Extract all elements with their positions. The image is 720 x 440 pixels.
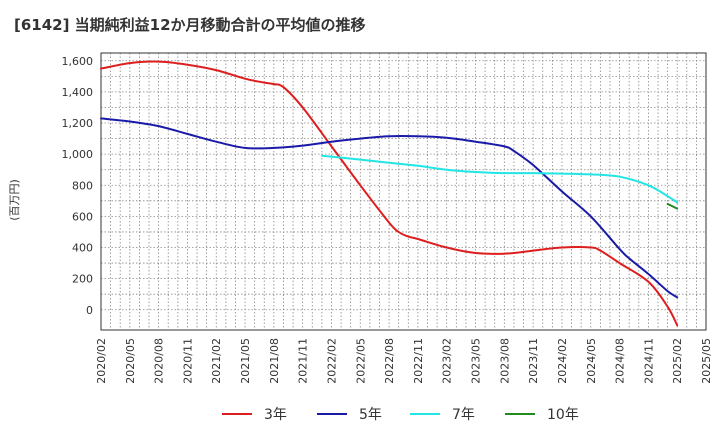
plot-area [101,53,706,330]
x-tick-label: 2021/11 [297,338,310,384]
x-tick-label: 2020/11 [181,338,194,384]
x-tick-label: 2023/05 [470,338,483,384]
y-tick-label: 1,200 [62,117,94,130]
y-tick-label: 200 [72,273,93,286]
x-tick-label: 2024/02 [556,338,569,384]
x-tick-label: 2024/11 [642,338,655,384]
y-axis-label: (百万円) [8,179,21,221]
series-line-1 [100,60,679,327]
x-tick-label: 2025/02 [671,338,684,384]
x-tick-label: 2021/02 [210,338,223,384]
y-tick-label: 0 [86,304,93,317]
y-tick-label: 600 [72,210,93,223]
y-tick-label: 800 [72,179,93,192]
x-tick-label: 2021/05 [239,338,252,384]
series-line-3 [320,154,679,204]
x-tick-label: 2022/08 [383,338,396,384]
x-tick-label: 2023/11 [527,338,540,384]
chart-title: [6142] 当期純利益12か月移動合計の平均値の推移 [14,16,366,34]
plot-frame [100,52,707,331]
y-tick-label: 400 [72,242,93,255]
y-tick-label: 1,400 [62,86,94,99]
legend-label-3: 7年 [452,407,475,423]
x-tick-label: 2022/05 [354,338,367,384]
x-tick-label: 2023/02 [441,338,454,384]
y-tick-label: 1,600 [62,55,94,68]
x-tick-label: 2020/05 [124,338,137,384]
x-tick-label: 2025/05 [700,338,713,384]
series-line-2 [100,117,679,299]
legend-label-1: 3年 [264,407,287,423]
y-tick-label: 1,000 [62,148,94,161]
x-tick-label: 2022/02 [325,338,338,384]
legend-label-2: 5年 [359,407,382,423]
x-tick-label: 2024/08 [614,338,627,384]
legend-label-4: 10年 [547,407,579,423]
x-tick-label: 2022/11 [412,338,425,384]
series-line-4 [666,202,679,210]
x-tick-label: 2024/05 [585,338,598,384]
x-tick-label: 2020/02 [95,338,108,384]
x-tick-label: 2023/08 [498,338,511,384]
x-tick-label: 2021/08 [268,338,281,384]
x-tick-label: 2020/08 [153,338,166,384]
